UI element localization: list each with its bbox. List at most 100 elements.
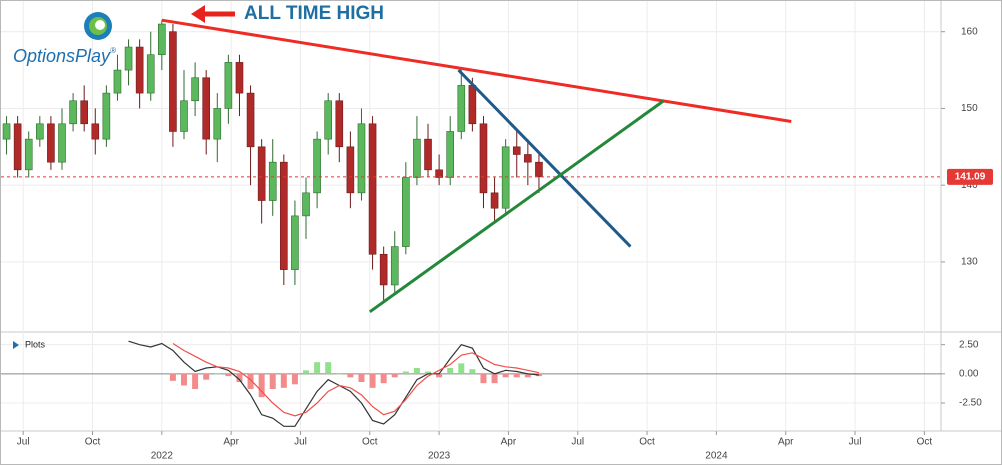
histogram-bar: [380, 373, 387, 384]
trendline: [368, 99, 665, 314]
candle-body: [124, 46, 133, 71]
candle-body: [113, 69, 122, 94]
histogram-bar: [269, 373, 276, 389]
histogram-bar: [214, 373, 221, 375]
candle-body: [490, 192, 499, 209]
candle-body: [435, 169, 443, 178]
candle-body: [291, 215, 299, 270]
candle-body: [313, 138, 321, 194]
histogram-bar: [347, 373, 354, 378]
histogram-bar: [391, 373, 398, 378]
logo-icon-center: [95, 20, 105, 30]
candle-body: [47, 123, 55, 163]
x-tick-label: Oct: [917, 437, 933, 448]
candle-body: [413, 138, 421, 178]
histogram-bar: [303, 370, 310, 374]
candle-body: [368, 123, 377, 255]
x-tick-label: Jul: [849, 437, 862, 448]
x-tick-label: Apr: [501, 437, 517, 448]
arrow-head: [191, 5, 205, 23]
y-tick-label: -2.50: [959, 398, 982, 409]
candle-body: [524, 154, 532, 163]
indicator-label: Plots: [25, 339, 46, 349]
legend-toggle[interactable]: [13, 341, 19, 349]
histogram-bar: [436, 373, 443, 378]
indicator-line: [172, 342, 540, 417]
histogram-bar: [247, 373, 254, 389]
x-tick-label: 2024: [705, 451, 728, 462]
histogram-bar: [502, 373, 509, 378]
candle-body: [446, 131, 455, 178]
histogram-bar: [524, 373, 531, 378]
histogram-bar: [169, 373, 176, 381]
histogram-bar: [314, 362, 321, 374]
y-tick-label: 150: [961, 103, 978, 114]
x-tick-label: Apr: [778, 437, 794, 448]
histogram-bar: [491, 373, 498, 384]
candle-body: [357, 123, 366, 194]
candle-body: [235, 62, 244, 94]
candle-body: [102, 92, 111, 140]
y-tick-label: 2.50: [959, 339, 979, 350]
price-label-box: [947, 168, 993, 185]
histogram-bar: [513, 373, 520, 378]
x-tick-label: Apr: [223, 437, 239, 448]
x-tick-label: Jul: [294, 437, 307, 448]
candle-body: [402, 177, 410, 247]
histogram-bar: [181, 373, 188, 386]
candle-body: [91, 123, 100, 140]
histogram-bar: [291, 373, 298, 385]
candle-body: [158, 23, 166, 56]
histogram-bar: [236, 373, 243, 382]
candle-body: [468, 85, 477, 125]
candle-body: [224, 62, 233, 109]
candle-body: [390, 246, 399, 286]
candle-body: [457, 85, 466, 132]
candle-body: [180, 100, 188, 132]
histogram-bar: [203, 373, 210, 380]
histogram-bar: [280, 373, 287, 388]
x-tick-label: 2022: [151, 451, 174, 462]
x-tick-label: Jul: [571, 437, 584, 448]
histogram-bar: [369, 373, 376, 388]
histogram-bar: [358, 373, 365, 382]
histogram-bar: [336, 373, 343, 375]
candle-body: [13, 123, 22, 171]
candle-body: [324, 100, 332, 140]
candle-body: [146, 54, 155, 94]
price-label: 141.09: [955, 171, 986, 182]
candle-body: [246, 92, 255, 148]
logo-registered: ®: [110, 46, 116, 55]
candle-body: [302, 192, 310, 217]
candle-body: [36, 123, 44, 140]
histogram-bar: [413, 368, 420, 374]
logo-text: OptionsPlay®: [13, 46, 116, 66]
histogram-bar: [469, 369, 476, 374]
candle-body: [379, 253, 388, 286]
candle-body: [24, 138, 33, 171]
x-tick-label: Jul: [17, 437, 30, 448]
histogram-bar: [192, 373, 199, 389]
x-tick-label: Oct: [85, 437, 101, 448]
logo-name: OptionsPlay: [13, 46, 111, 66]
x-tick-label: 2023: [428, 451, 451, 462]
histogram-bar: [258, 373, 265, 398]
candle-body: [2, 123, 11, 140]
candle-body: [80, 100, 88, 125]
trendline: [161, 18, 792, 123]
histogram-bar: [480, 373, 487, 384]
y-tick-label: 0.00: [959, 368, 979, 379]
candle-body: [268, 161, 277, 201]
candle-body: [58, 123, 66, 163]
y-tick-label: 130: [961, 257, 978, 268]
candle-body: [501, 146, 510, 209]
histogram-bar: [402, 371, 409, 374]
logo: OptionsPlay®: [13, 12, 116, 66]
candle-body: [535, 161, 543, 178]
y-tick-label: 160: [961, 26, 978, 37]
candle-body: [191, 77, 199, 102]
candle-body: [280, 161, 288, 270]
histogram-bar: [325, 362, 332, 374]
